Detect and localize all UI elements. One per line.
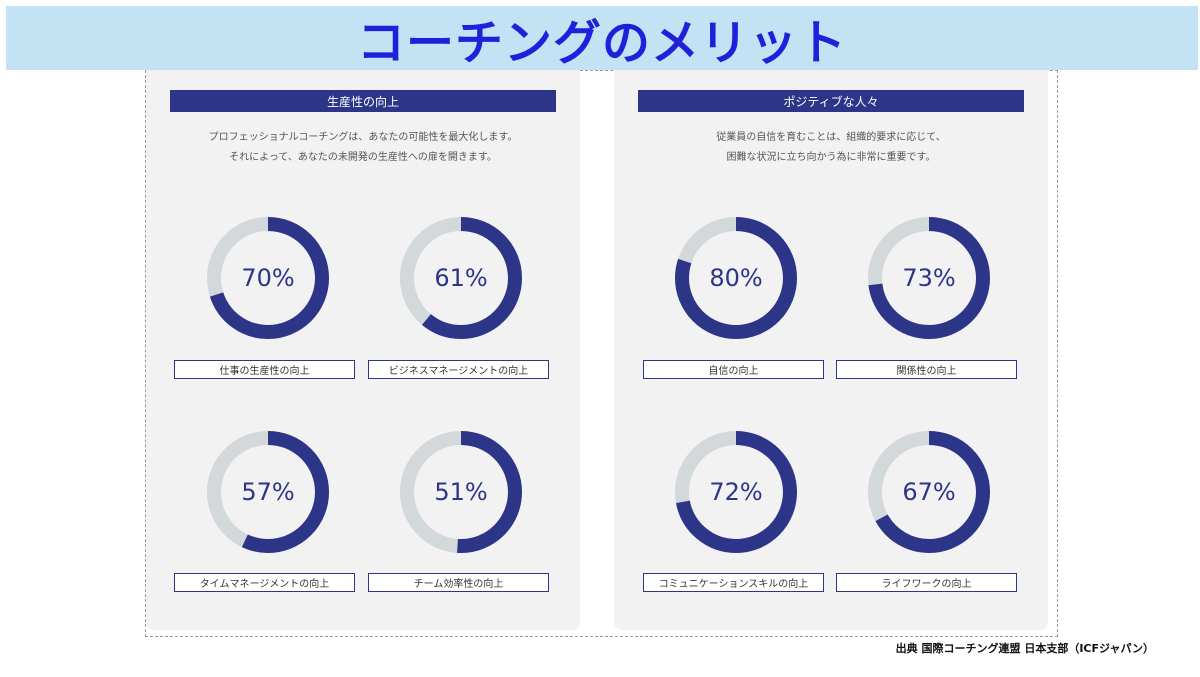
donut-ring — [675, 431, 797, 553]
stat-label: 仕事の生産性の向上 — [174, 360, 355, 379]
donut-chart: 61% — [399, 216, 523, 340]
card-header: 生産性の向上 — [170, 90, 556, 112]
donut-chart: 73% — [867, 216, 991, 340]
donut-ring — [400, 431, 522, 553]
card-description-line: 従業員の自信を育むことは、組織的要求に応じて、 — [716, 132, 946, 143]
donut-ring — [207, 431, 329, 553]
donut-ring — [400, 217, 522, 339]
donut-ring — [207, 217, 329, 339]
donut-percent: 72% — [709, 478, 763, 506]
donut-chart: 57% — [206, 430, 330, 554]
stat-label: チーム効率性の向上 — [368, 573, 549, 592]
stat-label: 関係性の向上 — [836, 360, 1017, 379]
donut-chart: 70% — [206, 216, 330, 340]
card-productivity: 生産性の向上 プロフェッショナルコーチングは、あなたの可能性を最大化します。 そ… — [146, 70, 580, 630]
donut-ring — [868, 217, 990, 339]
donut-ring — [675, 217, 797, 339]
donut-value-arc — [675, 217, 797, 339]
source-credit: 出典 国際コーチング連盟 日本支部（ICFジャパン） — [895, 642, 1154, 655]
donut-value-arc — [868, 217, 990, 339]
stat-label: ビジネスマネージメントの向上 — [368, 360, 549, 379]
stat-label: コミュニケーションスキルの向上 — [643, 573, 824, 592]
donut-value-arc — [400, 217, 522, 339]
donut-percent: 57% — [241, 478, 295, 506]
donut-chart: 67% — [867, 430, 991, 554]
card-description-line: それによって、あなたの未開発の生産性への扉を開きます。 — [229, 152, 497, 163]
title-bar: コーチングのメリット — [6, 6, 1198, 71]
donut-percent: 51% — [434, 478, 488, 506]
donut-percent: 73% — [902, 264, 956, 292]
card-description: プロフェッショナルコーチングは、あなたの可能性を最大化します。 それによって、あ… — [146, 128, 580, 168]
donut-percent: 70% — [241, 264, 295, 292]
donut-value-arc — [675, 431, 797, 553]
donut-percent: 67% — [902, 478, 956, 506]
card-positive-people: ポジティブな人々 従業員の自信を育むことは、組織的要求に応じて、 困難な状況に立… — [614, 70, 1048, 630]
donut-percent: 61% — [434, 264, 488, 292]
donut-chart: 80% — [674, 216, 798, 340]
donut-value-arc — [868, 431, 990, 553]
card-header: ポジティブな人々 — [638, 90, 1024, 112]
donut-chart: 51% — [399, 430, 523, 554]
content-frame — [145, 70, 1058, 637]
stat-label: ライフワークの向上 — [836, 573, 1017, 592]
donut-percent: 80% — [709, 264, 763, 292]
card-description-line: プロフェッショナルコーチングは、あなたの可能性を最大化します。 — [208, 132, 518, 143]
card-description-line: 困難な状況に立ち向かう為に非常に重要です。 — [726, 152, 936, 163]
donut-value-arc — [207, 217, 329, 339]
donut-value-arc — [400, 431, 522, 553]
donut-value-arc — [207, 431, 329, 553]
card-description: 従業員の自信を育むことは、組織的要求に応じて、 困難な状況に立ち向かう為に非常に… — [614, 128, 1048, 168]
slide-title: コーチングのメリット — [356, 15, 847, 71]
donut-ring — [868, 431, 990, 553]
stat-label: タイムマネージメントの向上 — [174, 573, 355, 592]
donut-chart: 72% — [674, 430, 798, 554]
stat-label: 自信の向上 — [643, 360, 824, 379]
